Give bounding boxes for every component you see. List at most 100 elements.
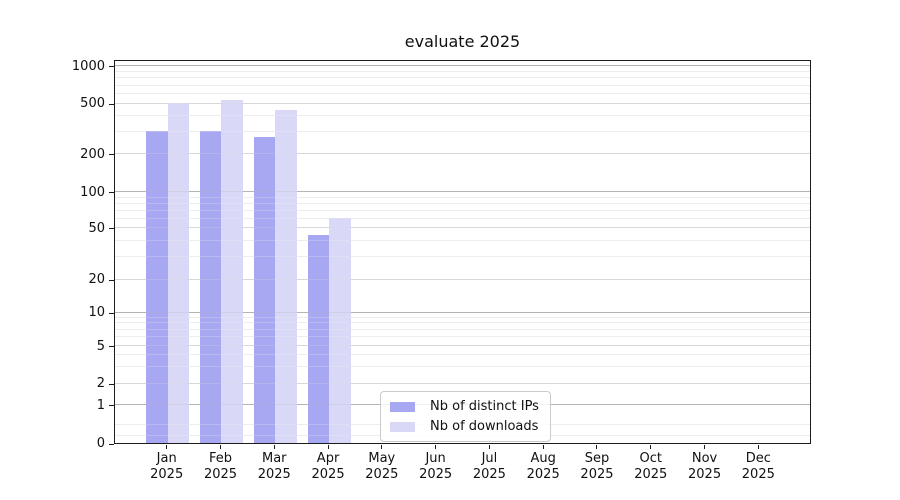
x-tick-label: Apr 2025 [311, 451, 345, 482]
bar-downloads [329, 218, 351, 443]
gridline [115, 217, 810, 219]
y-tick-label: 1000 [71, 58, 105, 74]
gridline [115, 71, 810, 73]
x-tick-label: Jun 2025 [419, 451, 453, 482]
y-tick-mark [109, 154, 114, 156]
bar-distinct-ips [199, 131, 222, 443]
legend-swatch-distinct-ips [390, 401, 415, 412]
bar-distinct-ips [307, 235, 330, 443]
x-tick-label: Jul 2025 [472, 451, 506, 482]
gridline [115, 227, 810, 229]
gridline [115, 209, 810, 211]
gridline [115, 115, 810, 117]
y-tick-mark [109, 405, 114, 407]
x-tick-label: Mar 2025 [257, 451, 291, 482]
x-tick-label: Dec 2025 [741, 451, 775, 482]
gridline [115, 239, 810, 241]
x-tick-mark [704, 445, 706, 449]
gridline [115, 311, 810, 313]
y-tick-mark [109, 312, 114, 314]
gridline [115, 196, 810, 198]
gridlines-overlay [115, 61, 810, 443]
y-tick-label: 200 [80, 146, 105, 162]
gridline [115, 84, 810, 86]
y-tick-mark [109, 383, 114, 385]
y-tick-mark [109, 228, 114, 230]
gridline [115, 255, 810, 257]
x-tick-mark [435, 445, 437, 449]
gridline [115, 191, 810, 193]
legend-label: Nb of downloads [430, 419, 539, 434]
gridline [115, 92, 810, 94]
x-tick-mark [650, 445, 652, 449]
gridline [115, 354, 810, 356]
y-tick-mark [109, 66, 114, 68]
gridline [115, 209, 810, 211]
bar-downloads [221, 100, 243, 443]
gridline [115, 202, 810, 204]
y-tick-label: 20 [88, 272, 105, 288]
legend: Nb of distinct IPs Nb of downloads [380, 391, 551, 442]
y-tick-label: 500 [80, 96, 105, 112]
gridline [115, 328, 810, 330]
gridline [115, 322, 810, 324]
y-tick-label: 100 [80, 184, 105, 200]
y-tick-mark [109, 279, 114, 281]
bar-downloads [167, 103, 190, 443]
y-tick-mark [109, 192, 114, 194]
x-tick-label: Oct 2025 [634, 451, 668, 482]
gridline [115, 84, 810, 86]
y-tick-label: 10 [88, 305, 105, 321]
gridline [115, 336, 810, 338]
gridline [115, 71, 810, 73]
legend-item-distinct-ips: Nb of distinct IPs [390, 399, 539, 414]
x-tick-mark [219, 445, 221, 449]
gridline [115, 278, 810, 280]
gridline [115, 153, 810, 155]
gridline [115, 130, 810, 132]
bar-distinct-ips [146, 130, 168, 443]
gridline [115, 130, 810, 132]
x-tick-mark [381, 445, 383, 449]
gridline [115, 382, 810, 384]
y-tick-label: 5 [96, 338, 105, 354]
gridline [115, 278, 810, 280]
y-tick-mark [109, 103, 114, 105]
gridline [115, 316, 810, 318]
x-tick-label: Nov 2025 [688, 451, 722, 482]
gridline [115, 65, 810, 67]
gridline [115, 345, 810, 347]
gridline [115, 191, 810, 193]
gridline [115, 239, 810, 241]
chart-title: evaluate 2025 [404, 32, 521, 51]
gridline [115, 77, 810, 79]
gridline [115, 115, 810, 117]
gridline [115, 153, 810, 155]
x-tick-mark [166, 445, 168, 449]
plot-area [114, 60, 811, 444]
bar-distinct-ips [253, 137, 276, 443]
gridline [115, 202, 810, 204]
x-tick-label: Sep 2025 [580, 451, 614, 482]
x-tick-label: Jan 2025 [150, 451, 184, 482]
x-tick-label: Feb 2025 [203, 451, 238, 482]
gridline [115, 322, 810, 324]
gridline [115, 345, 810, 347]
gridline [115, 92, 810, 94]
gridline [115, 102, 810, 104]
y-tick-label: 50 [88, 220, 105, 236]
x-tick-mark [273, 445, 275, 449]
gridline [115, 328, 810, 330]
x-tick-mark [327, 445, 329, 449]
gridline [115, 366, 810, 368]
y-tick-label: 0 [96, 436, 105, 451]
gridline [115, 311, 810, 313]
gridline [115, 227, 810, 229]
gridline [115, 102, 810, 104]
x-tick-mark [542, 445, 544, 449]
gridline [115, 217, 810, 219]
y-tick-label: 1 [96, 397, 105, 413]
gridline [115, 366, 810, 368]
bar-downloads [275, 110, 297, 443]
